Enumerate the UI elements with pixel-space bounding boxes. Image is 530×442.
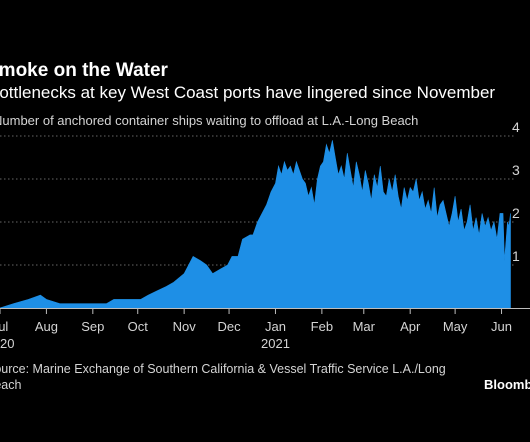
x-tick-label: Jul [0, 319, 8, 334]
y-axis: 1 2 3 4 [512, 119, 520, 264]
x-axis: Jul 2020 Aug Sep Oct Nov Dec Jan 2021 Feb Mar Apr Ma… [0, 308, 530, 351]
x-tick-label: Nov [173, 319, 197, 334]
y-tick-label: 2 [512, 205, 520, 221]
brand-logo: Bloomberg [484, 377, 530, 392]
source-note: Source: Marine Exchange of Southern Cali… [0, 362, 446, 392]
x-tick-label: Feb [311, 319, 333, 334]
chart-description: Number of anchored container ships waiti… [0, 113, 419, 128]
area-series [0, 140, 511, 309]
y-tick-label: 4 [512, 119, 520, 135]
x-tick-label: Jun [491, 319, 512, 334]
x-tick-label: May [443, 319, 468, 334]
area-series-path [0, 140, 511, 309]
chart-subtitle: Bottlenecks at key West Coast ports have… [0, 83, 496, 102]
x-tick-label: Sep [81, 319, 104, 334]
x-tick-label: Jan [265, 319, 286, 334]
x-tick-label: Mar [353, 319, 376, 334]
x-tick-label: Aug [35, 319, 58, 334]
x-tick-label: Dec [217, 319, 241, 334]
x-tick-label: Apr [400, 319, 421, 334]
x-year-label: 2021 [261, 336, 290, 351]
y-tick-label: 3 [512, 162, 520, 178]
x-year-label: 2020 [0, 336, 14, 351]
chart-title: Smoke on the Water [0, 60, 168, 81]
y-tick-label: 1 [512, 248, 520, 264]
x-tick-label: Oct [128, 319, 149, 334]
